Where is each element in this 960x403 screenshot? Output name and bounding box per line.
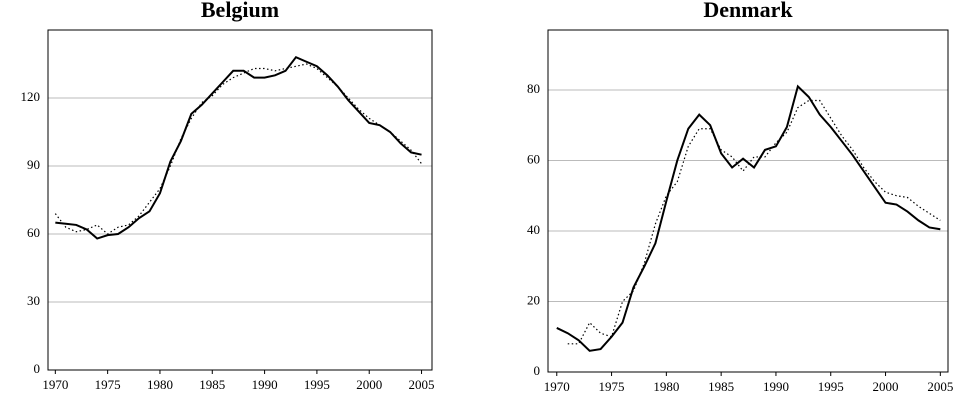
series-line bbox=[556, 84, 941, 352]
x-tick-label: 1975 bbox=[599, 379, 625, 394]
x-tick-label: 2005 bbox=[927, 379, 953, 394]
x-tick-label: 1985 bbox=[199, 377, 225, 392]
plot-frame bbox=[547, 29, 949, 373]
x-tick-label: 1980 bbox=[653, 379, 679, 394]
x-tick-label: 1980 bbox=[147, 377, 173, 392]
series-line bbox=[55, 55, 422, 240]
x-tick-label: 1970 bbox=[544, 379, 570, 394]
x-tick-label: 1985 bbox=[708, 379, 734, 394]
x-tick-label: 1970 bbox=[42, 377, 68, 392]
x-tick-label: 1995 bbox=[818, 379, 844, 394]
x-tick-label: 2005 bbox=[409, 377, 435, 392]
y-tick-label: 20 bbox=[527, 292, 540, 307]
x-tick-label: 1995 bbox=[304, 377, 330, 392]
y-tick-label: 60 bbox=[527, 151, 540, 166]
series-line bbox=[54, 63, 423, 235]
chart-title: Belgium bbox=[201, 0, 279, 22]
y-tick-label: 0 bbox=[534, 363, 541, 378]
y-tick-label: 60 bbox=[27, 225, 40, 240]
y-tick-label: 80 bbox=[527, 81, 540, 96]
x-tick-label: 1975 bbox=[95, 377, 121, 392]
y-tick-label: 30 bbox=[27, 293, 40, 308]
y-tick-label: 120 bbox=[21, 89, 41, 104]
y-tick-label: 0 bbox=[34, 361, 41, 376]
y-tick-label: 40 bbox=[527, 222, 540, 237]
x-tick-label: 1990 bbox=[252, 377, 278, 392]
x-tick-label: 1990 bbox=[763, 379, 789, 394]
chart-title: Denmark bbox=[703, 0, 793, 22]
y-tick-label: 90 bbox=[27, 157, 40, 172]
x-tick-label: 2000 bbox=[873, 379, 899, 394]
series-line bbox=[567, 99, 941, 345]
x-tick-label: 2000 bbox=[356, 377, 382, 392]
plot-frame bbox=[47, 29, 433, 371]
